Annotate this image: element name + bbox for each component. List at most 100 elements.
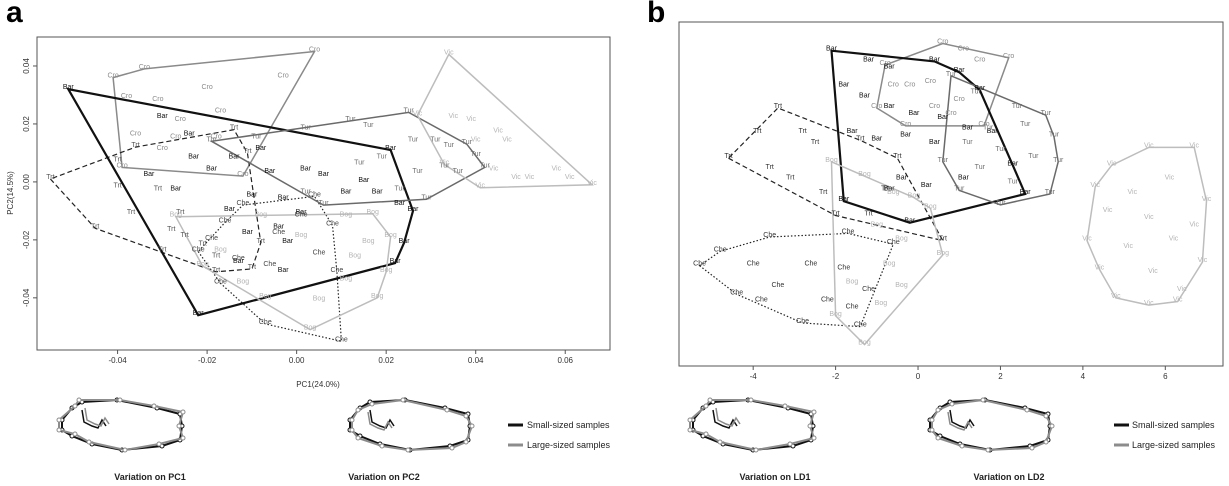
point-bar: Bar — [838, 82, 850, 89]
point-vic: Vic — [1177, 286, 1187, 293]
shape-landmark — [787, 441, 793, 447]
point-che: Che — [842, 228, 855, 235]
point-vic: Vic — [1165, 175, 1175, 182]
point-bar: Bar — [390, 258, 402, 265]
point-bar: Bar — [838, 196, 850, 203]
point-cro: Cro — [175, 116, 186, 123]
point-che: Che — [755, 297, 768, 304]
shape-landmark — [156, 441, 162, 447]
point-che: Che — [214, 278, 227, 285]
shape-landmark — [176, 423, 182, 429]
point-cro: Cro — [309, 47, 320, 54]
shape-landmark — [703, 403, 709, 409]
point-bar: Bar — [188, 154, 200, 161]
point-tur: Tur — [453, 168, 464, 175]
point-tur: Tur — [480, 162, 491, 169]
point-vic: Vic — [448, 113, 458, 120]
shape-landmark — [985, 447, 991, 453]
point-trt: Trt — [724, 153, 732, 160]
shape-landmark — [748, 397, 754, 403]
point-bog: Bog — [846, 279, 859, 286]
point-che: Che — [313, 249, 326, 256]
point-bar: Bar — [954, 67, 966, 74]
point-bog: Bog — [875, 300, 888, 307]
point-cro: Cro — [1003, 53, 1014, 60]
shape-landmark — [117, 397, 123, 403]
point-cro: Cro — [152, 96, 163, 103]
point-tur: Tur — [430, 136, 441, 143]
x-tick-label: -2 — [832, 372, 840, 381]
point-che: Che — [330, 267, 343, 274]
hull-bog-a — [174, 213, 392, 331]
point-cro: Cro — [954, 96, 965, 103]
point-vic: Vic — [1090, 182, 1100, 189]
point-vic: Vic — [471, 136, 481, 143]
point-trt: Trt — [212, 252, 220, 259]
point-che: Che — [821, 297, 834, 304]
point-che: Che — [236, 200, 249, 207]
shape-landmark — [355, 435, 361, 441]
shape-variation-thumbnails — [56, 397, 1055, 453]
point-cro: Cro — [925, 78, 936, 85]
point-tur: Tur — [394, 186, 405, 193]
point-vic: Vic — [440, 160, 450, 167]
point-tur: Tur — [471, 151, 482, 158]
panel-b-axes: -4 -2 0 2 4 6 — [750, 366, 1168, 381]
point-bog: Bog — [895, 236, 908, 243]
point-cro: Cro — [937, 39, 948, 46]
point-bog: Bog — [887, 189, 900, 196]
shape-landmark — [949, 401, 955, 407]
point-bog: Bog — [255, 212, 268, 219]
x-tick-label: 0.04 — [468, 356, 484, 365]
point-bar: Bar — [282, 238, 294, 245]
hull-bar-a — [66, 87, 415, 317]
point-trt: Trt — [856, 135, 864, 142]
point-bar: Bar — [255, 145, 267, 152]
point-cro: Cro — [116, 162, 127, 169]
shape-landmark — [180, 409, 186, 415]
shape-landmark — [929, 417, 935, 423]
point-bar: Bar — [884, 185, 896, 192]
point-bar: Bar — [143, 171, 155, 178]
shape-landmark — [56, 417, 62, 423]
point-vic: Vic — [511, 174, 521, 181]
point-vic: Vic — [493, 128, 503, 135]
point-tur: Tur — [462, 139, 473, 146]
point-cro: Cro — [879, 60, 890, 67]
point-bog: Bog — [366, 209, 379, 216]
point-trt: Trt — [881, 185, 889, 192]
point-bog: Bog — [340, 212, 353, 219]
point-tur: Tur — [1008, 178, 1019, 185]
point-tur: Tur — [1041, 110, 1052, 117]
shape-large-outline — [58, 399, 185, 452]
point-vic: Vic — [551, 165, 561, 172]
point-bar: Bar — [987, 128, 999, 135]
point-tur: Tur — [1020, 121, 1031, 128]
point-bog: Bog — [871, 221, 884, 228]
point-bog: Bog — [908, 193, 921, 200]
legend-small-label-b: Small-sized samples — [1132, 420, 1215, 430]
shape-landmark — [717, 439, 723, 445]
point-trt: Trt — [831, 211, 839, 218]
shape-landmark — [72, 431, 78, 437]
panel-a-y-axis-label: PC2(14.5%) — [6, 171, 15, 215]
point-cro: Cro — [958, 46, 969, 53]
hull-trt-b — [727, 107, 944, 242]
point-bar: Bar — [300, 165, 312, 172]
point-cro: Cro — [210, 133, 221, 140]
point-bog: Bog — [313, 296, 326, 303]
point-che: Che — [887, 239, 900, 246]
shape-landmark — [935, 435, 941, 441]
point-tur: Tur — [377, 154, 388, 161]
shape-landmark — [703, 431, 709, 437]
point-tur: Tur — [954, 185, 965, 192]
point-bog: Bog — [371, 293, 384, 300]
point-che: Che — [205, 235, 218, 242]
point-bar: Bar — [273, 223, 285, 230]
point-cro: Cro — [904, 82, 915, 89]
hull-cro-b — [875, 42, 1010, 127]
point-bog: Bog — [304, 325, 317, 332]
shape-landmark — [122, 447, 128, 453]
point-cro: Cro — [237, 171, 248, 178]
